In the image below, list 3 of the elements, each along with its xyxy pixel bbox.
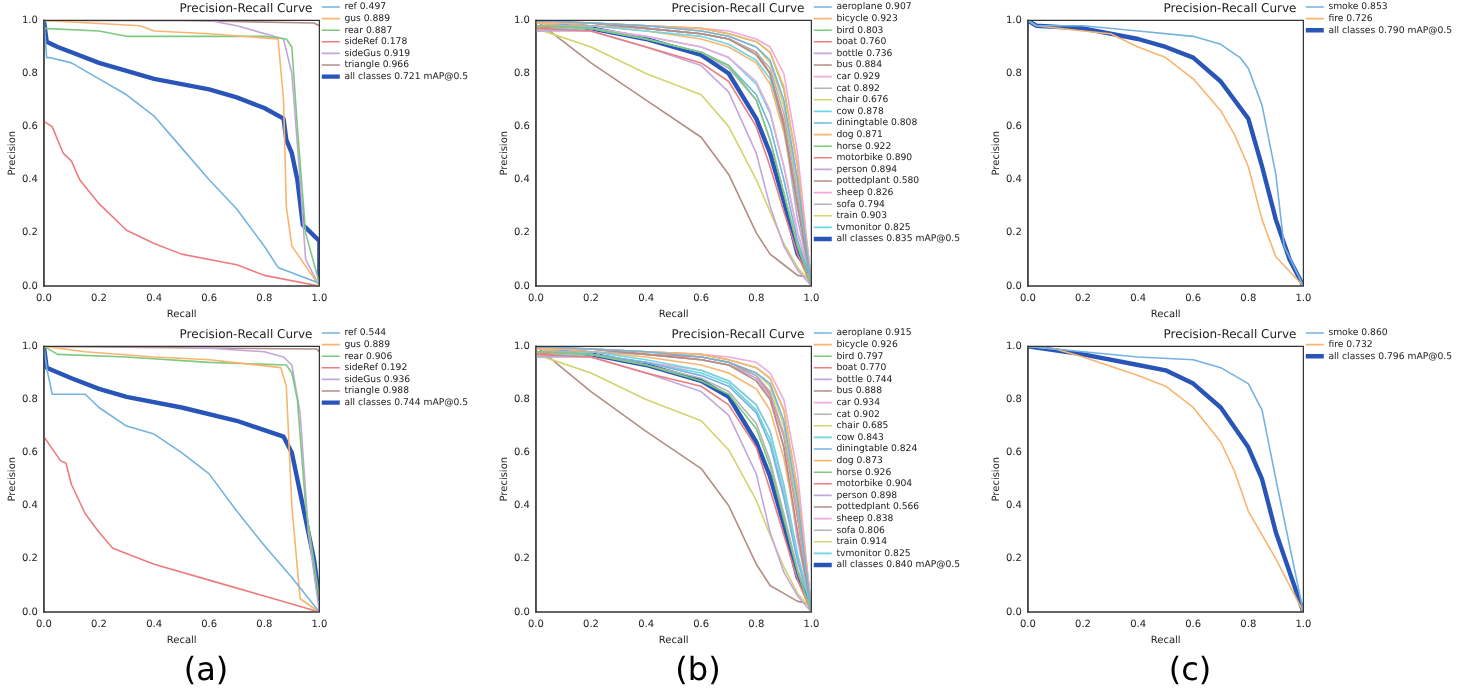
text: (a)	[181, 650, 231, 688]
text: (b)	[673, 650, 723, 688]
text: (c)	[1166, 650, 1214, 688]
